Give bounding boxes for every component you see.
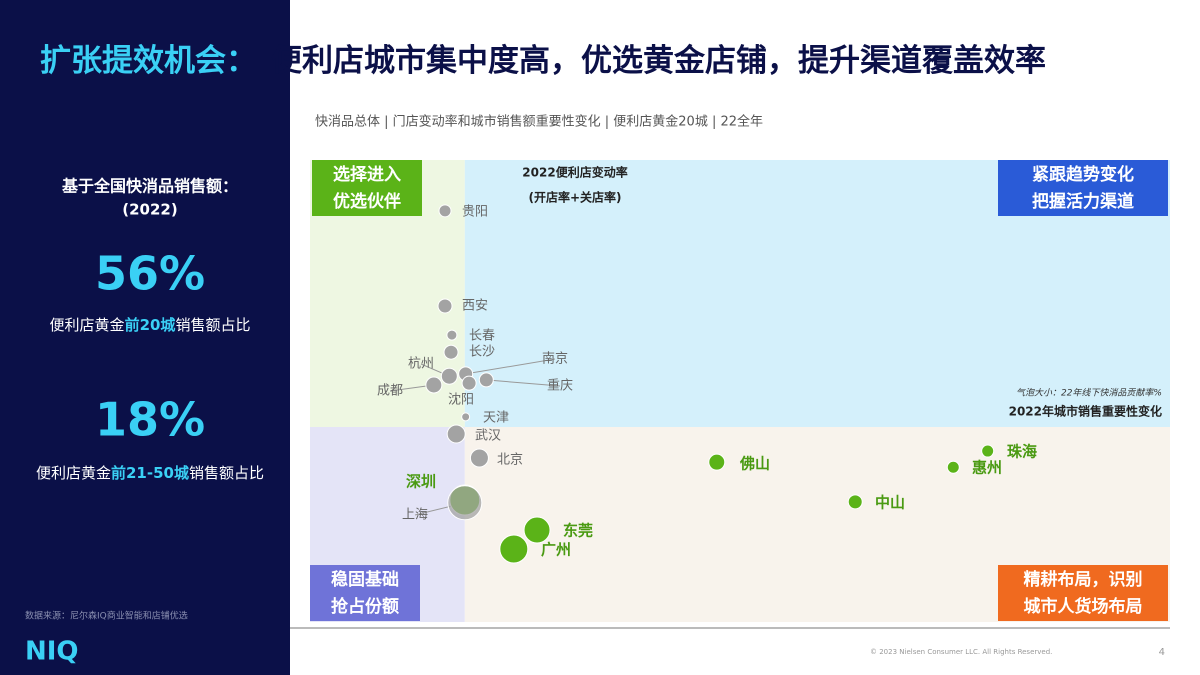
bubble	[461, 412, 471, 422]
label-em: 前21-50城	[111, 464, 189, 482]
page-number: 4	[1159, 647, 1165, 658]
quadrant-label-box	[310, 565, 420, 621]
bubble-label: 深圳	[406, 473, 436, 491]
bubble-label: 北京	[497, 453, 523, 468]
source: 数据来源：尼尔森IQ商业智能和店铺优选	[25, 610, 188, 622]
bubble	[443, 344, 459, 360]
leader-line	[486, 379, 561, 387]
label-pre: 便利店黄金	[50, 316, 125, 334]
label-pre: 便利店黄金	[36, 464, 111, 482]
bubble	[708, 453, 726, 471]
quadrant-label: 抢占份额	[331, 596, 399, 617]
bubble	[981, 444, 995, 458]
sidebar-year: (2022)	[122, 201, 177, 219]
bubble	[461, 375, 477, 391]
quadrant-label: 优选伙伴	[333, 191, 401, 212]
stat-label: 便利店黄金前20城销售额占比	[50, 316, 251, 334]
slide-title: 扩张提效机会： 便利店城市集中度高，优选黄金店铺，提升渠道覆盖效率	[40, 43, 1046, 79]
bubble-label: 成都	[377, 384, 403, 399]
x-axis-label: 2022年城市销售重要性变化	[1009, 404, 1162, 419]
bubble-label: 天津	[483, 411, 509, 426]
bubble-label: 沈阳	[448, 393, 474, 408]
bubble	[478, 372, 494, 388]
quadrant-label: 把握活力渠道	[1032, 191, 1134, 212]
quadrant-label: 紧跟趋势变化	[1032, 164, 1134, 185]
bubble-label: 中山	[875, 494, 905, 512]
logo: NIQ	[25, 637, 79, 667]
sidebar	[0, 0, 290, 675]
bubble	[440, 367, 458, 385]
bubble-label: 惠州	[972, 459, 1002, 477]
title-highlight: 扩张提效机会：	[40, 43, 257, 79]
bubble	[447, 485, 483, 521]
bubble	[437, 298, 453, 314]
bubble	[438, 204, 452, 218]
bubble	[446, 329, 458, 341]
bubble-label: 武汉	[475, 429, 501, 444]
bubble-label: 长沙	[469, 345, 495, 360]
bubble-label: 重庆	[547, 378, 573, 394]
leader-line	[465, 358, 556, 375]
quadrant-label-box	[998, 160, 1168, 216]
quadrant-label: 选择进入	[333, 164, 401, 185]
size-note: 气泡大小：22年线下快消品贡献率%	[1016, 388, 1162, 399]
label-post: 销售额占比	[175, 316, 250, 334]
bubble-label: 杭州	[408, 357, 434, 372]
title-rest: 便利店城市集中度高，优选黄金店铺，提升渠道覆盖效率	[271, 43, 1046, 79]
bubble	[946, 460, 960, 474]
bubble-label: 东莞	[563, 522, 593, 540]
quadrant-label-box	[312, 160, 422, 216]
quadrant-label-box	[998, 565, 1168, 621]
chart-subtitle: 快消品总体 | 门店变动率和城市销售额重要性变化 | 便利店黄金20城 | 22…	[315, 114, 763, 130]
stat-value: 56%	[95, 247, 205, 301]
y-axis-label: 2022便利店变动率	[522, 165, 627, 180]
bubble-label: 佛山	[739, 455, 770, 473]
stat-label: 便利店黄金前21-50城销售额占比	[36, 464, 264, 482]
bubble	[425, 376, 443, 394]
bubble	[499, 534, 529, 564]
bubble	[847, 494, 863, 510]
label-post: 销售额占比	[189, 464, 264, 482]
bubble-label: 珠海	[1007, 443, 1037, 461]
stat-value: 18%	[95, 393, 205, 447]
copyright: © 2023 Nielsen Consumer LLC. All Rights …	[870, 648, 1052, 656]
bubble-label: 西安	[462, 299, 488, 314]
quadrant-label: 城市人货场布局	[1024, 596, 1143, 617]
bubble-label: 南京	[542, 351, 568, 367]
label-em: 前20城	[125, 316, 176, 334]
bubble-label: 上海	[402, 508, 428, 523]
bubble-label: 长春	[469, 329, 495, 344]
y-axis-note: (开店率+关店率)	[528, 190, 621, 205]
bubble	[469, 448, 489, 468]
bubble	[446, 424, 466, 444]
bubble-label: 贵阳	[462, 205, 488, 220]
sidebar-heading: 基于全国快消品销售额：	[61, 177, 238, 196]
bubble-label: 广州	[541, 541, 571, 559]
quadrant-label: 精耕布局，识别	[1024, 569, 1143, 590]
quadrant-label: 稳固基础	[331, 569, 399, 590]
bubble	[523, 516, 551, 544]
